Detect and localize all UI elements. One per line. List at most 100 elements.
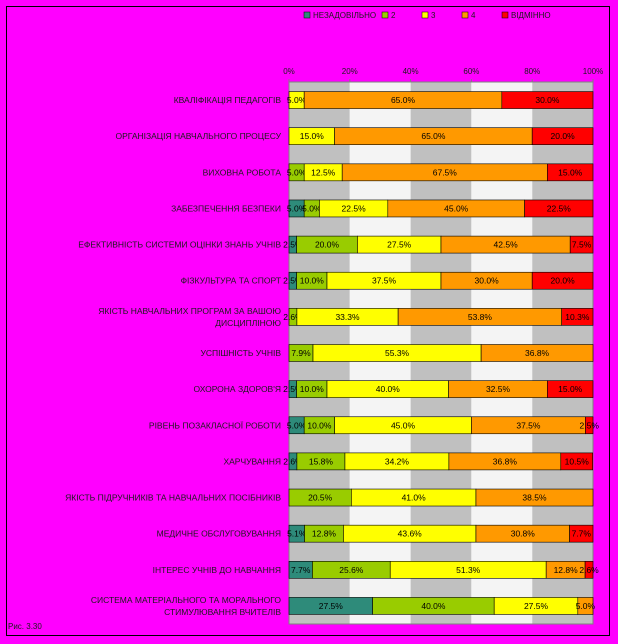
x-tick-label: 80% [524, 67, 540, 76]
bar-segment [501, 91, 594, 109]
bar-segment [547, 163, 594, 182]
data-label: 40.0% [376, 384, 401, 394]
legend-swatch [303, 11, 311, 19]
x-tick-label: 100% [583, 67, 603, 76]
data-label: 2.6% [283, 312, 303, 322]
data-label: 43.6% [398, 529, 423, 539]
bar-segment [584, 560, 594, 579]
data-label: 5.0% [287, 167, 307, 177]
data-label: 7.7% [572, 529, 592, 539]
data-label: 2.6% [579, 565, 599, 575]
bar-segment [561, 308, 594, 326]
data-label: 20.5% [308, 493, 333, 503]
legend-label: ВІДМІННО [511, 11, 551, 20]
category-label: РІВЕНЬ ПОЗАКЛАСНОЇ РОБОТИ [149, 420, 281, 430]
data-label: 27.5% [387, 240, 412, 250]
legend-swatch [461, 11, 469, 19]
data-label: 5.0% [287, 95, 307, 105]
data-label: 15.8% [309, 456, 334, 466]
category-label: ВИХОВНА РОБОТА [203, 167, 282, 177]
data-label: 22.5% [547, 203, 572, 213]
bar-segment [569, 235, 594, 254]
bar-segment [569, 524, 594, 543]
data-label: 67.5% [433, 167, 458, 177]
bar-segment [524, 199, 594, 218]
data-label: 2.5% [580, 420, 600, 430]
bar-segment [480, 344, 594, 362]
data-label: 12.5% [311, 167, 336, 177]
data-label: 2.5% [283, 240, 303, 250]
category-label: УСПІШНІСТЬ УЧНІВ [200, 348, 281, 358]
data-label: 12.8% [554, 565, 579, 575]
category-label: ФІЗКУЛЬТУРА ТА СПОРТ [181, 276, 281, 286]
data-label: 15.0% [300, 131, 325, 141]
data-label: 42.5% [494, 240, 519, 250]
legend-swatch [501, 11, 509, 19]
bar-segment [560, 452, 593, 471]
data-label: 45.0% [391, 420, 416, 430]
data-label: 15.0% [558, 384, 583, 394]
data-label: 10.0% [300, 276, 325, 286]
data-label: 10.0% [300, 384, 325, 394]
data-label: 51.3% [456, 565, 481, 575]
data-label: 10.3% [565, 312, 590, 322]
data-label: 27.5% [524, 601, 549, 611]
data-label: 30.0% [475, 276, 500, 286]
data-label: 53.8% [468, 312, 493, 322]
data-label: 33.3% [335, 312, 360, 322]
data-label: 2.6% [283, 456, 303, 466]
data-label: 40.0% [421, 601, 446, 611]
category-label: ЕФЕКТИВНІСТЬ СИСТЕМИ ОЦІНКИ ЗНАНЬ УЧНІВ [78, 240, 281, 250]
legend-label: 4 [471, 11, 476, 20]
data-label: 7.5% [572, 240, 592, 250]
x-tick-label: 60% [463, 67, 479, 76]
category-label: МЕДИЧНЕ ОБСЛУГОВУВАННЯ [157, 529, 281, 539]
x-tick-label: 40% [403, 67, 419, 76]
data-label: 2.5% [283, 276, 303, 286]
legend-label: 3 [431, 11, 436, 20]
data-label: 5.0% [576, 601, 596, 611]
data-label: 37.5% [372, 276, 397, 286]
figure-caption: Рис. 3.30 [8, 622, 42, 631]
data-label: 36.8% [525, 348, 550, 358]
category-label: ІНТЕРЕС УЧНІВ ДО НАВЧАННЯ [153, 565, 281, 575]
data-label: 37.5% [516, 420, 541, 430]
category-label: ОХОРОНА ЗДОРОВ'Я [193, 384, 281, 394]
category-label: ОРГАНІЗАЦІЯ НАВЧАЛЬНОГО ПРОЦЕСУ [116, 131, 282, 141]
x-tick-label: 20% [342, 67, 358, 76]
category-label: ХАРЧУВАННЯ [223, 456, 281, 466]
x-tick-label: 0% [283, 67, 295, 76]
data-label: 41.0% [402, 493, 427, 503]
data-label: 45.0% [444, 203, 469, 213]
data-label: 5.1% [287, 529, 307, 539]
data-label: 30.8% [511, 529, 536, 539]
data-label: 12.8% [312, 529, 337, 539]
chart-border [6, 6, 610, 636]
category-label: ЗАБЕЗПЕЧЕННЯ БЕЗПЕКИ [171, 203, 281, 213]
data-label: 2.5% [283, 384, 303, 394]
bar-segment [577, 597, 594, 615]
legend-swatch [421, 11, 429, 19]
data-label: 20.0% [315, 240, 340, 250]
data-label: 7.7% [291, 565, 311, 575]
data-label: 55.3% [385, 348, 410, 358]
data-label: 20.0% [551, 276, 576, 286]
bar-segment [531, 271, 594, 290]
data-label: 15.0% [558, 167, 583, 177]
data-label: 25.6% [339, 565, 364, 575]
category-label: СТИМУЛЮВАННЯ ВЧИТЕЛІВ [164, 607, 281, 617]
data-label: 65.0% [421, 131, 446, 141]
data-label: 10.5% [565, 456, 590, 466]
data-label: 38.5% [522, 493, 547, 503]
bar-segment [475, 488, 594, 507]
category-label: КВАЛІФІКАЦІЯ ПЕДАГОГІВ [174, 95, 282, 105]
data-label: 22.5% [342, 203, 367, 213]
bar-segment [547, 380, 594, 398]
legend-swatch [381, 11, 389, 19]
data-label: 27.5% [319, 601, 344, 611]
bar-segment [585, 416, 594, 435]
legend-label: НЕЗАДОВІЛЬНО [313, 11, 376, 20]
category-label: СИСТЕМА МАТЕРІАЛЬНОГО ТА МОРАЛЬНОГО [91, 595, 282, 605]
data-label: 65.0% [391, 95, 416, 105]
legend-label: 2 [391, 11, 396, 20]
